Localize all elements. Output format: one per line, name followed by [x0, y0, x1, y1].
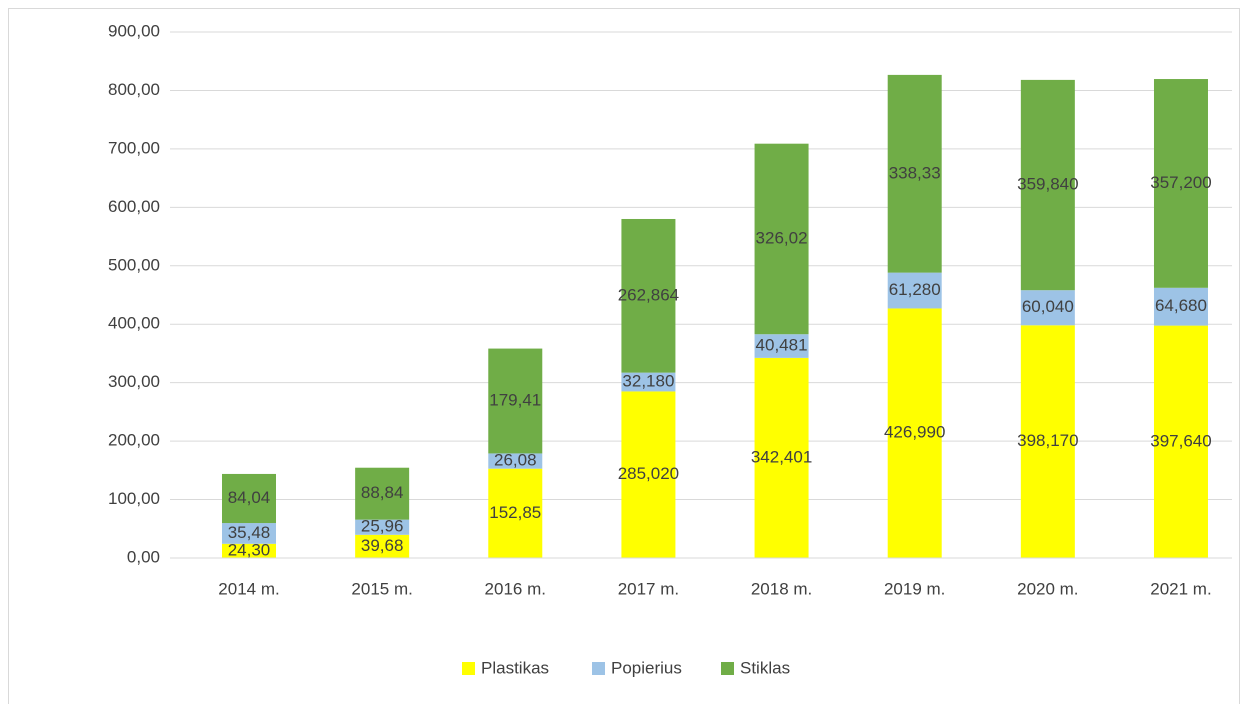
bar-segment: [754, 357, 809, 558]
data-label: 39,68: [361, 536, 404, 555]
data-label: 60,040: [1022, 297, 1074, 316]
legend-swatch: [721, 662, 734, 675]
bar-segment: [621, 218, 676, 373]
data-label: 326,02: [756, 228, 808, 247]
y-tick-label: 300,00: [108, 372, 160, 391]
y-tick-label: 800,00: [108, 80, 160, 99]
x-tick-label: 2017 m.: [618, 579, 679, 598]
y-tick-label: 400,00: [108, 314, 160, 333]
data-label: 40,481: [756, 336, 808, 355]
x-tick-label: 2014 m.: [218, 579, 279, 598]
y-tick-label: 100,00: [108, 489, 160, 508]
bar-segment: [621, 372, 676, 392]
data-label: 397,640: [1150, 431, 1211, 450]
bar-segment: [887, 74, 942, 273]
x-tick-label: 2021 m.: [1150, 579, 1211, 598]
data-label: 32,180: [622, 372, 674, 391]
legend-label: Plastikas: [481, 658, 549, 677]
bar-segment: [1020, 290, 1075, 326]
bar-segment: [222, 473, 276, 524]
bar-segment: [355, 534, 410, 558]
data-label: 262,864: [618, 285, 679, 304]
y-tick-label: 0,00: [127, 547, 160, 566]
data-label: 88,84: [361, 483, 404, 502]
bar-segment: [1153, 287, 1208, 326]
bar-segment: [355, 467, 410, 520]
bar-segment: [355, 519, 410, 535]
bar-segment: [754, 334, 809, 358]
data-label: 179,41: [489, 390, 541, 409]
bar-segment: [1020, 325, 1075, 558]
data-label: 152,85: [489, 503, 541, 522]
y-tick-label: 200,00: [108, 431, 160, 450]
data-label: 24,30: [228, 540, 271, 559]
y-tick-label: 700,00: [108, 138, 160, 157]
data-label: 26,08: [494, 451, 537, 470]
data-label: 338,33: [889, 163, 941, 182]
legend-swatch: [462, 662, 475, 675]
bar-segment: [222, 523, 276, 544]
bar-segment: [621, 391, 676, 558]
data-label: 357,200: [1150, 173, 1211, 192]
x-tick-label: 2018 m.: [751, 579, 812, 598]
bar-segment: [488, 468, 543, 558]
legend-label: Stiklas: [740, 658, 790, 677]
data-label: 64,680: [1155, 296, 1207, 315]
bar-segment: [1020, 79, 1075, 291]
data-label: 35,48: [228, 523, 271, 542]
bar-segment: [887, 308, 942, 558]
y-tick-label: 900,00: [108, 21, 160, 40]
bar-segment: [1153, 79, 1208, 288]
bar-segment: [222, 543, 276, 558]
bar-segment: [754, 143, 809, 335]
data-label: 84,04: [228, 488, 271, 507]
bar-segment: [1153, 325, 1208, 558]
data-label: 426,990: [884, 423, 945, 442]
legend-swatch: [592, 662, 605, 675]
data-label: 359,840: [1017, 175, 1078, 194]
bar-segment: [488, 348, 543, 454]
x-tick-label: 2016 m.: [485, 579, 546, 598]
x-tick-label: 2020 m.: [1017, 579, 1078, 598]
bar-segment: [488, 453, 543, 469]
legend-label: Popierius: [611, 658, 682, 677]
y-tick-label: 600,00: [108, 197, 160, 216]
data-label: 25,96: [361, 517, 404, 536]
bar-segment: [887, 272, 942, 309]
data-label: 61,280: [889, 280, 941, 299]
data-label: 285,020: [618, 464, 679, 483]
data-label: 342,401: [751, 447, 812, 466]
x-tick-label: 2019 m.: [884, 579, 945, 598]
data-label: 398,170: [1017, 431, 1078, 450]
y-tick-label: 500,00: [108, 255, 160, 274]
x-tick-label: 2015 m.: [351, 579, 412, 598]
